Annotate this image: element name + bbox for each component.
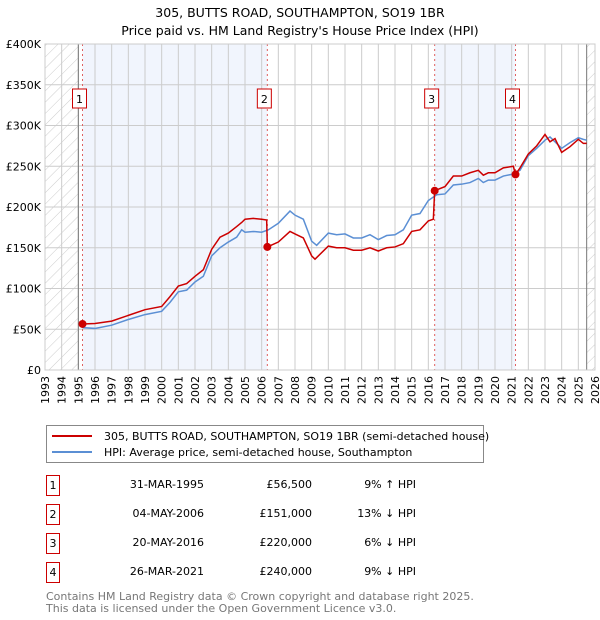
sale-marker-label: 1 xyxy=(76,93,83,106)
hpi-line xyxy=(82,135,587,330)
x-tick-label: 2020 xyxy=(489,376,502,404)
sale-hpi-diff: 6% ↓ HPI xyxy=(364,536,416,549)
table-row: 1 31-MAR-1995 £56,500 9% ↑ HPI xyxy=(46,475,426,496)
sale-marker-box xyxy=(72,88,87,109)
footer: Contains HM Land Registry data © Crown c… xyxy=(46,591,474,615)
plot-border xyxy=(44,43,596,371)
y-tick-label: £300K xyxy=(6,120,42,133)
sale-point xyxy=(511,170,520,179)
sale-marker-label: 1 xyxy=(46,475,60,496)
sale-marker-box xyxy=(424,88,440,109)
x-tick-label: 1993 xyxy=(39,376,52,404)
sale-date: 20-MAY-2016 xyxy=(132,536,204,549)
y-tick-label: £250K xyxy=(6,160,42,173)
sale-hpi-diff: 9% ↑ HPI xyxy=(364,478,416,491)
x-tick-label: 2025 xyxy=(572,376,585,404)
x-tick-label: 2017 xyxy=(439,376,452,404)
legend-swatch-blue xyxy=(52,451,92,453)
sale-price: £220,000 xyxy=(259,536,313,549)
x-tick-label: 1995 xyxy=(72,376,85,404)
x-tick-label: 2006 xyxy=(256,376,269,404)
footer-line-2: This data is licensed under the Open Gov… xyxy=(46,602,397,615)
sale-hpi-diff: 13% ↓ HPI xyxy=(357,507,416,520)
x-tick-label: 2011 xyxy=(339,376,352,404)
sale-date: 31-MAR-1995 xyxy=(129,478,204,491)
table-row: 4 26-MAR-2021 £240,000 9% ↓ HPI xyxy=(46,562,426,583)
x-tick-label: 2022 xyxy=(522,376,535,404)
sale-point xyxy=(78,319,87,328)
sale-marker-label: 2 xyxy=(261,93,268,106)
legend-item-hpi: HPI: Average price, semi-detached house,… xyxy=(47,444,412,460)
sale-point xyxy=(263,242,272,251)
chart-title: 305, BUTTS ROAD, SOUTHAMPTON, SO19 1BR xyxy=(155,5,445,20)
x-tick-label: 2019 xyxy=(472,376,485,404)
y-tick-label: £0 xyxy=(27,364,41,377)
x-tick-label: 2003 xyxy=(206,376,219,404)
sale-marker-label: 4 xyxy=(46,562,60,583)
x-tick-label: 2026 xyxy=(589,376,600,404)
sale-date: 04-MAY-2006 xyxy=(132,507,204,520)
sale-marker-label: 3 xyxy=(46,533,60,554)
x-tick-label: 2018 xyxy=(456,376,469,404)
x-tick-label: 2012 xyxy=(356,376,369,404)
sale-marker-label: 2 xyxy=(46,504,60,525)
x-tick-label: 2009 xyxy=(306,376,319,404)
x-tick-label: 2002 xyxy=(189,376,202,404)
sale-price: £240,000 xyxy=(259,565,313,578)
x-tick-label: 2021 xyxy=(506,376,519,404)
x-tick-label: 2015 xyxy=(406,376,419,404)
legend-swatch-red xyxy=(52,435,92,437)
table-row: 2 04-MAY-2006 £151,000 13% ↓ HPI xyxy=(46,504,426,525)
x-tick-label: 2010 xyxy=(322,376,335,404)
legend-label: 305, BUTTS ROAD, SOUTHAMPTON, SO19 1BR (… xyxy=(104,429,490,443)
sale-marker-label: 3 xyxy=(428,93,435,106)
sale-date: 26-MAR-2021 xyxy=(129,565,204,578)
y-tick-label: £150K xyxy=(6,242,42,255)
x-tick-label: 2008 xyxy=(289,376,302,404)
x-tick-label: 2004 xyxy=(222,376,235,404)
x-tick-label: 2014 xyxy=(389,376,402,404)
x-tick-label: 1996 xyxy=(89,376,102,404)
x-tick-label: 2016 xyxy=(422,376,435,404)
x-tick-label: 2001 xyxy=(172,376,185,404)
x-tick-label: 2023 xyxy=(539,376,552,404)
y-tick-label: £200K xyxy=(6,201,42,214)
y-tick-label: £100K xyxy=(6,283,42,296)
legend-label: HPI: Average price, semi-detached house,… xyxy=(104,445,413,459)
sale-point xyxy=(430,186,439,195)
legend-item-property: 305, BUTTS ROAD, SOUTHAMPTON, SO19 1BR (… xyxy=(47,428,489,444)
x-tick-label: 1998 xyxy=(122,376,135,404)
x-tick-label: 1997 xyxy=(106,376,119,404)
footer-line-1: Contains HM Land Registry data © Crown c… xyxy=(46,590,474,603)
x-tick-label: 2000 xyxy=(156,376,169,404)
x-tick-label: 1994 xyxy=(56,376,69,404)
price-chart: 305, BUTTS ROAD, SOUTHAMPTON, SO19 1BR P… xyxy=(6,5,600,404)
sale-marker-box xyxy=(256,88,272,109)
table-row: 3 20-MAY-2016 £220,000 6% ↓ HPI xyxy=(46,533,426,554)
x-tick-label: 2005 xyxy=(239,376,252,404)
chart-subtitle: Price paid vs. HM Land Registry's House … xyxy=(121,23,478,38)
sale-marker-label: 4 xyxy=(509,93,516,106)
sale-price: £151,000 xyxy=(259,507,313,520)
x-tick-label: 2007 xyxy=(272,376,285,404)
sale-price: £56,500 xyxy=(266,478,313,491)
legend: 305, BUTTS ROAD, SOUTHAMPTON, SO19 1BR (… xyxy=(46,425,489,463)
sale-hpi-diff: 9% ↓ HPI xyxy=(364,565,416,578)
y-tick-label: £350K xyxy=(6,79,42,92)
x-tick-label: 1999 xyxy=(139,376,152,404)
x-tick-label: 2013 xyxy=(372,376,385,404)
x-tick-label: 2024 xyxy=(556,376,569,404)
y-tick-label: £400K xyxy=(6,38,42,51)
sale-marker-box xyxy=(505,88,520,109)
y-tick-label: £50K xyxy=(13,323,42,336)
